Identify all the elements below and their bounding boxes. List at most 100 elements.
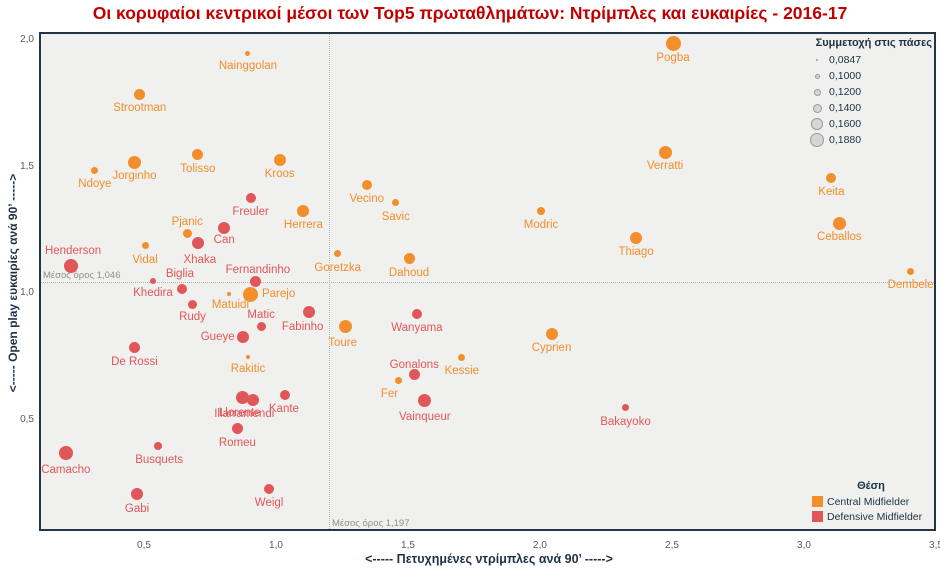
player-label-ndoye: Ndoye [78,178,112,191]
size-legend-bubble-icon [808,133,826,147]
player-label-matic: Matic [247,308,275,321]
player-dot-herrera[interactable] [297,204,310,217]
player-dot-kroos[interactable] [273,153,286,166]
player-label-can: Can [213,234,235,247]
plot-area: Μέσος όρος 1,046 Μέσος όρος 1,197 Συμμετ… [39,32,936,531]
player-dot-camacho[interactable] [58,446,73,461]
y-tick-label: 1,5 [20,160,34,172]
position-legend: Θέση Central Midfielder Defensive Midfiel… [812,480,930,524]
player-label-llorente: Llorente [218,406,261,419]
player-label-herrera: Herrera [283,218,323,231]
x-tick-label: 1,0 [269,540,283,551]
position-legend-item-defensive-midfielder[interactable]: Defensive Midfielder [812,509,930,524]
player-dot-can[interactable] [218,222,231,235]
x-tick-label: 3,5 [929,540,940,551]
chart-title: Οι κορυφαίοι κεντρικοί μέσοι των Top5 πρ… [92,3,848,23]
player-dot-cyprien[interactable] [545,328,558,341]
player-dot-strootman[interactable] [134,88,146,100]
player-dot-fernandinho[interactable] [250,275,262,287]
player-dot-xhaka[interactable] [191,237,204,250]
player-label-modric: Modric [523,218,559,231]
x-tick-label: 1,5 [401,540,415,551]
player-label-de-rossi: De Rossi [111,356,158,369]
player-dot-tolisso[interactable] [192,149,204,161]
player-label-parejo: Parejo [261,288,296,300]
size-legend-item-0-1000[interactable]: 0,1000 [808,68,932,84]
player-label-illarramendi: Illarramendi [214,408,275,421]
player-dot-de-rossi[interactable] [128,341,140,353]
player-dot-ndoye[interactable] [91,166,99,174]
player-dot-fabinho[interactable] [302,305,315,318]
player-label-ceballos: Ceballos [816,231,862,244]
player-label-rakitic: Rakitic [230,363,266,376]
player-dot-ceballos[interactable] [832,216,846,230]
player-dot-pjanic[interactable] [182,228,192,238]
player-dot-verratti[interactable] [658,145,672,159]
player-dot-gueye[interactable] [236,331,249,343]
size-legend-bubble-icon [808,58,826,62]
player-dot-illarramendi[interactable] [247,394,260,407]
size-legend-item-label: 0,1000 [829,70,862,82]
player-label-fernandinho: Fernandinho [225,264,291,277]
player-dot-matuidi[interactable] [227,292,232,296]
player-dot-rakitic[interactable] [245,355,250,360]
player-label-dembele: Dembele [887,279,934,292]
size-legend-item-0-1400[interactable]: 0,1400 [808,100,932,116]
mean-line-horizontal-label: Μέσος όρος 1,046 [43,270,121,282]
player-dot-toure[interactable] [339,320,353,334]
player-dot-llorente[interactable] [236,391,250,405]
player-dot-nainggolan[interactable] [245,51,251,57]
player-dot-kessie[interactable] [458,353,466,361]
player-dot-weigl[interactable] [264,483,275,494]
player-label-pjanic: Pjanic [171,216,203,229]
player-dot-dahoud[interactable] [403,253,415,265]
player-label-kessie: Kessie [444,365,480,378]
player-label-wanyama: Wanyama [391,322,443,335]
player-dot-khedira[interactable] [176,283,187,294]
player-dot-biglia[interactable] [149,278,156,285]
player-dot-wanyama[interactable] [411,309,422,320]
player-label-dahoud: Dahoud [388,266,430,279]
player-label-romeu: Romeu [218,437,256,450]
player-dot-fer[interactable] [394,376,402,384]
legend-swatch-icon [812,511,823,522]
player-label-jorginho: Jorginho [112,170,157,183]
player-dot-romeu[interactable] [231,422,243,434]
player-dot-pogba[interactable] [665,36,681,52]
size-legend-item-0-1200[interactable]: 0,1200 [808,84,932,100]
player-label-bakayoko: Bakayoko [600,415,651,428]
player-label-henderson: Henderson [44,245,102,258]
player-dot-henderson[interactable] [64,259,79,274]
player-dot-modric[interactable] [537,206,545,215]
position-legend-item-central-midfielder[interactable]: Central Midfielder [812,494,930,509]
player-dot-vainqueur[interactable] [418,393,432,407]
x-tick-label: 2,5 [665,540,679,551]
player-dot-savic[interactable] [392,199,400,207]
player-dot-goretzka[interactable] [334,250,342,258]
player-dot-kante[interactable] [279,390,290,401]
player-dot-dembele[interactable] [907,267,915,275]
player-dot-busquets[interactable] [154,441,163,450]
player-label-gueye: Gueye [200,331,235,343]
player-dot-keita[interactable] [826,172,837,183]
mean-line-horizontal [41,282,934,284]
player-dot-rudy[interactable] [188,299,198,309]
player-dot-thiago[interactable] [630,232,643,245]
player-dot-bakayoko[interactable] [621,404,629,412]
player-dot-vidal[interactable] [141,242,149,250]
player-dot-vecino[interactable] [361,180,372,191]
size-legend-item-0-1600[interactable]: 0,1600 [808,116,932,132]
player-dot-jorginho[interactable] [127,155,141,169]
size-legend-item-0-0847[interactable]: 0,0847 [808,52,932,68]
player-label-vainqueur: Vainqueur [399,411,451,424]
legend-swatch-icon [812,496,823,507]
player-label-matuidi: Matuidi [211,299,250,311]
player-dot-gonalons[interactable] [408,369,420,381]
player-dot-parejo[interactable] [243,286,259,302]
size-legend-item-0-1880[interactable]: 0,1880 [808,132,932,148]
size-legend-item-label: 0,1600 [829,118,862,130]
player-dot-matic[interactable] [256,322,266,332]
player-dot-freuler[interactable] [245,192,256,203]
size-legend-bubble-icon [808,118,826,130]
player-dot-gabi[interactable] [131,487,144,500]
